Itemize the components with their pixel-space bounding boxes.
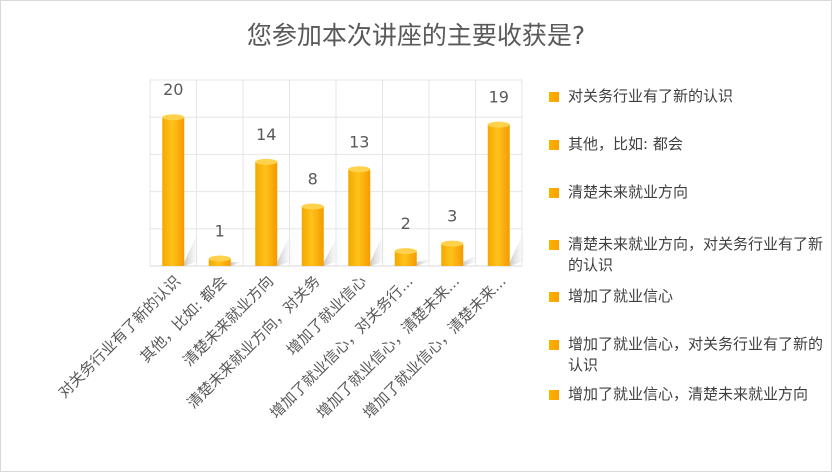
bar (255, 161, 278, 266)
legend-item: 清楚未来就业方向 (549, 182, 827, 203)
bar-shadow (463, 255, 482, 266)
bar-top (301, 203, 324, 210)
legend-swatch (549, 92, 559, 102)
data-label: 1 (215, 222, 225, 241)
legend-item: 清楚未来就业方向，对关务行业有了新的认识 (549, 234, 827, 276)
legend-swatch (549, 340, 559, 350)
legend-label: 增加了就业信心，对关务行业有了新的认识 (568, 335, 824, 374)
bar (208, 258, 231, 266)
data-label: 14 (256, 125, 276, 144)
bar (301, 206, 324, 266)
bar (394, 251, 417, 266)
bar-top (162, 114, 185, 121)
legend-item: 增加了就业信心 (549, 286, 827, 307)
bar (487, 124, 510, 266)
data-label: 8 (308, 169, 318, 188)
bar-shadow (277, 236, 296, 266)
bar (348, 169, 371, 266)
legend-item: 对关务行业有了新的认识 (549, 86, 827, 107)
data-label: 13 (349, 132, 369, 151)
bar-top (208, 255, 231, 262)
bar-shadow (230, 260, 249, 266)
bar-shadow (416, 259, 435, 266)
data-label: 20 (163, 80, 183, 99)
bar (162, 117, 185, 266)
data-label: 19 (489, 88, 509, 107)
bar-top (394, 248, 417, 255)
legend-label: 清楚未来就业方向，对关务行业有了新的认识 (568, 235, 824, 274)
legend-swatch (549, 140, 559, 150)
bar-top (255, 158, 278, 165)
data-label: 2 (401, 214, 411, 233)
bar-shadow (323, 239, 342, 266)
legend-swatch (549, 292, 559, 302)
bar-shadow (370, 236, 389, 266)
legend-swatch (549, 188, 559, 198)
legend-swatch (549, 240, 559, 250)
bar-shadow (184, 236, 203, 266)
legend-label: 对关务行业有了新的认识 (568, 87, 734, 105)
bar-shadow (509, 236, 528, 266)
legend-label: 增加了就业信心 (568, 287, 674, 305)
legend-swatch (549, 390, 559, 400)
bar-top (348, 166, 371, 173)
legend-item: 其他，比如: 都会 (549, 134, 827, 155)
legend-label: 其他，比如: 都会 (568, 135, 683, 153)
legend-label: 增加了就业信心，清楚未来就业方向 (568, 385, 809, 403)
legend-label: 清楚未来就业方向 (568, 183, 689, 201)
x-tick-label: 增加了就业信心 (283, 272, 370, 359)
chart-title: 您参加本次讲座的主要收获是? (246, 21, 586, 50)
bar (441, 243, 464, 266)
data-label: 3 (447, 207, 457, 226)
legend-item: 增加了就业信心，对关务行业有了新的认识 (549, 334, 827, 376)
bar-top (441, 240, 464, 247)
bar-top (487, 121, 510, 128)
legend-item: 增加了就业信心，清楚未来就业方向 (549, 384, 827, 405)
